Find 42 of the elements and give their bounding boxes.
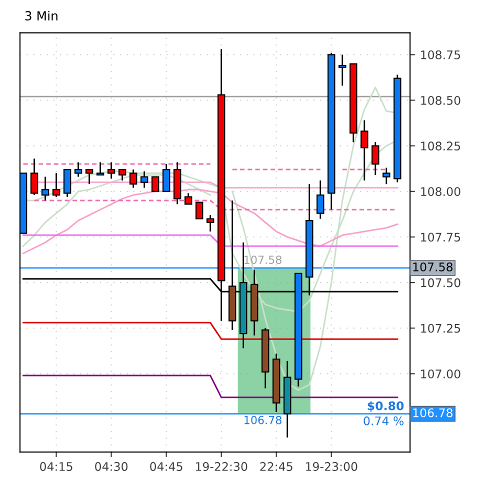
chart-title: 3 Min (25, 10, 58, 20)
y-tick-label: 107.75 (421, 232, 460, 242)
candlestick (30, 158, 38, 196)
y-tick-label: 108.25 (421, 142, 460, 150)
candlestick (129, 168, 138, 188)
candlestick (96, 162, 104, 176)
candlestick (118, 168, 126, 182)
y-tick-label: 107.00 (421, 369, 460, 378)
y-tick-label: 107.50 (421, 278, 460, 288)
y-tick-label: 108.75 (421, 50, 460, 60)
candlestick (140, 170, 148, 188)
candlestick (85, 168, 94, 185)
x-tick-label: 19-22:30 (196, 462, 248, 471)
candlestick (195, 202, 204, 220)
y-tick-label: 107.25 (421, 324, 460, 333)
annotation: 107.58 (244, 256, 282, 264)
x-tick-label: 04:45 (150, 462, 182, 471)
y-tick-label: 108.50 (421, 96, 460, 105)
candlestick (184, 192, 192, 205)
candlestick (162, 163, 170, 192)
x-tick-label: 04:30 (95, 462, 128, 471)
candlestick (107, 162, 116, 180)
annotation: $0.80 (368, 401, 404, 412)
ref-line-label: 107.58 (413, 262, 453, 272)
x-tick-label: 19-23:00 (306, 462, 358, 471)
candlestick (382, 167, 390, 185)
candlestick (360, 120, 368, 182)
candlestick (52, 172, 60, 198)
candlestick (206, 214, 214, 232)
candlestick (372, 141, 380, 176)
candlestick (41, 176, 50, 202)
candlestick (74, 162, 82, 178)
candlestick (338, 54, 346, 86)
x-tick-label: 22:45 (260, 462, 292, 471)
ref-line-label: 106.78 (413, 408, 453, 418)
candlestick (316, 180, 324, 220)
candlestick (63, 168, 72, 198)
annotation: 106.78 (244, 416, 282, 424)
candlestick (151, 176, 160, 192)
y-tick-label: 108.00 (421, 187, 460, 196)
x-tick-label: 04:15 (40, 462, 72, 471)
annotation: 0.74 % (364, 416, 404, 426)
